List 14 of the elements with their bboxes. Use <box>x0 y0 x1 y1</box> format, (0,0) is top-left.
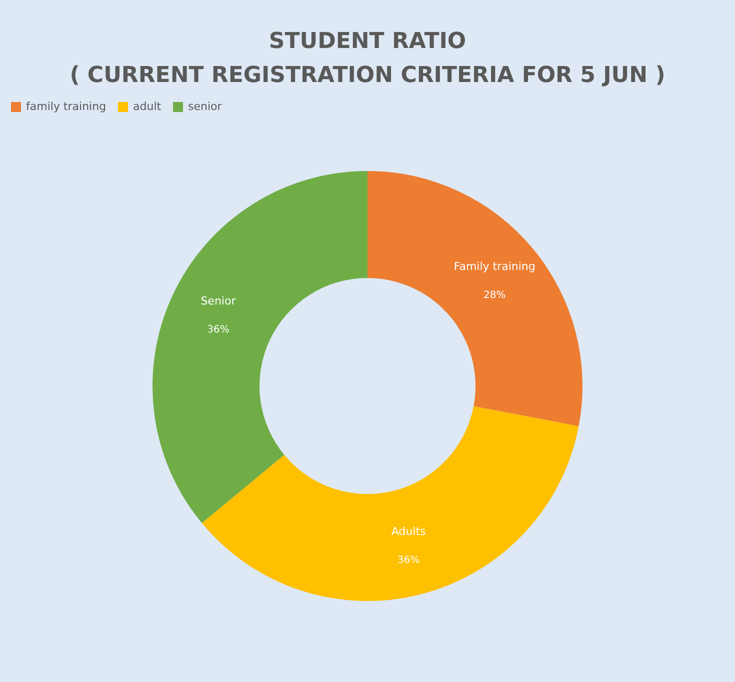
chart-title: STUDENT RATIO <box>268 29 466 54</box>
donut-slice <box>368 171 582 426</box>
text: Senior <box>200 294 236 308</box>
text: Family training <box>454 260 536 273</box>
data-label: 36% <box>397 554 420 566</box>
donut-slice <box>202 406 579 601</box>
donut-slice <box>152 171 368 524</box>
data-label: 36% <box>207 324 230 336</box>
chart-subtitle: ( CURRENT REGISTRATION CRITERIA FOR 5 JUN ) <box>70 63 666 88</box>
text: Adults <box>391 524 426 538</box>
legend-label: adult <box>133 100 162 113</box>
legend-label: senior <box>188 100 222 113</box>
data-label: 28% <box>484 290 506 301</box>
legend-label: family training <box>26 100 106 113</box>
